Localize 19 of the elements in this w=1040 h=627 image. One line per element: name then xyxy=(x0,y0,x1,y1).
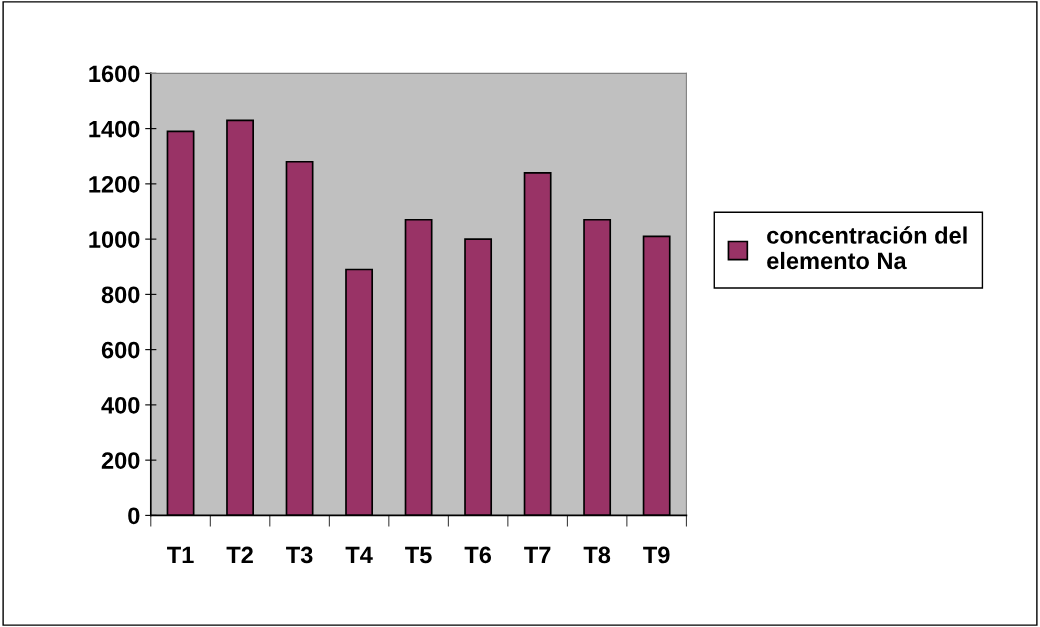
y-tick-label: 600 xyxy=(101,341,140,359)
legend-label: concentración del elemento Na xyxy=(767,226,967,270)
x-tick-label: T5 xyxy=(405,546,432,564)
x-tick-label: T7 xyxy=(524,546,551,564)
x-tick-label: T9 xyxy=(643,546,670,564)
y-tick-label: 800 xyxy=(101,286,140,304)
x-tick-label: T1 xyxy=(167,546,194,564)
x-tick-label: T4 xyxy=(345,546,373,564)
y-tick-label: 1400 xyxy=(89,120,140,138)
x-tick-label: T2 xyxy=(226,546,253,564)
x-tick-label: T6 xyxy=(464,546,492,564)
y-tick-label: 0 xyxy=(128,507,140,525)
y-tick-label: 1000 xyxy=(89,231,140,248)
y-tick-label: 1600 xyxy=(89,65,140,83)
y-tick-label: 1200 xyxy=(89,175,140,193)
y-tick-label: 400 xyxy=(101,396,140,414)
y-tick-label: 200 xyxy=(101,452,140,469)
x-tick-label: T8 xyxy=(583,546,611,564)
x-tick-label: T3 xyxy=(286,546,313,564)
